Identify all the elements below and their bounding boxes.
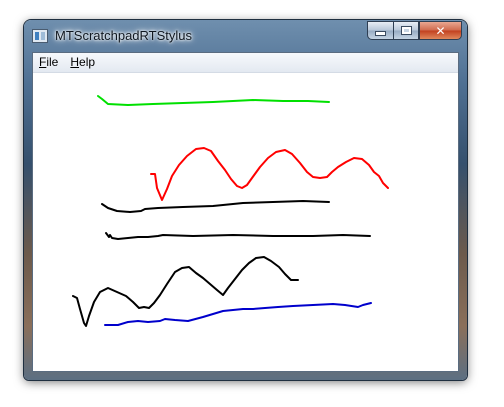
close-button[interactable]: ✕: [419, 21, 462, 40]
ink-stroke-green: [97, 95, 330, 106]
app-window-icon[interactable]: [32, 29, 48, 43]
ink-stroke-black-2: [105, 232, 371, 240]
ink-stroke-blue: [104, 302, 372, 326]
application-window: MTScratchpadRTStylus ✕ File Help: [24, 20, 467, 380]
ink-stroke-black-1: [101, 200, 330, 213]
scratchpad-canvas[interactable]: [33, 73, 458, 371]
ink-stroke-black-wave: [72, 256, 299, 327]
menu-bar: File Help: [33, 53, 458, 73]
caption-buttons: ✕: [367, 21, 462, 40]
menu-help[interactable]: Help: [70, 55, 96, 69]
ink-surface[interactable]: [33, 73, 458, 371]
title-bar[interactable]: MTScratchpadRTStylus ✕: [24, 20, 467, 52]
maximize-button[interactable]: [393, 21, 419, 40]
maximize-icon: [400, 26, 412, 35]
minimize-button[interactable]: [367, 21, 393, 40]
window-title: MTScratchpadRTStylus: [55, 28, 193, 43]
ink-stroke-red: [150, 147, 389, 201]
close-icon: ✕: [435, 23, 446, 38]
minimize-icon: [375, 31, 386, 36]
menu-file[interactable]: File: [39, 55, 59, 69]
client-area: File Help: [32, 52, 459, 372]
